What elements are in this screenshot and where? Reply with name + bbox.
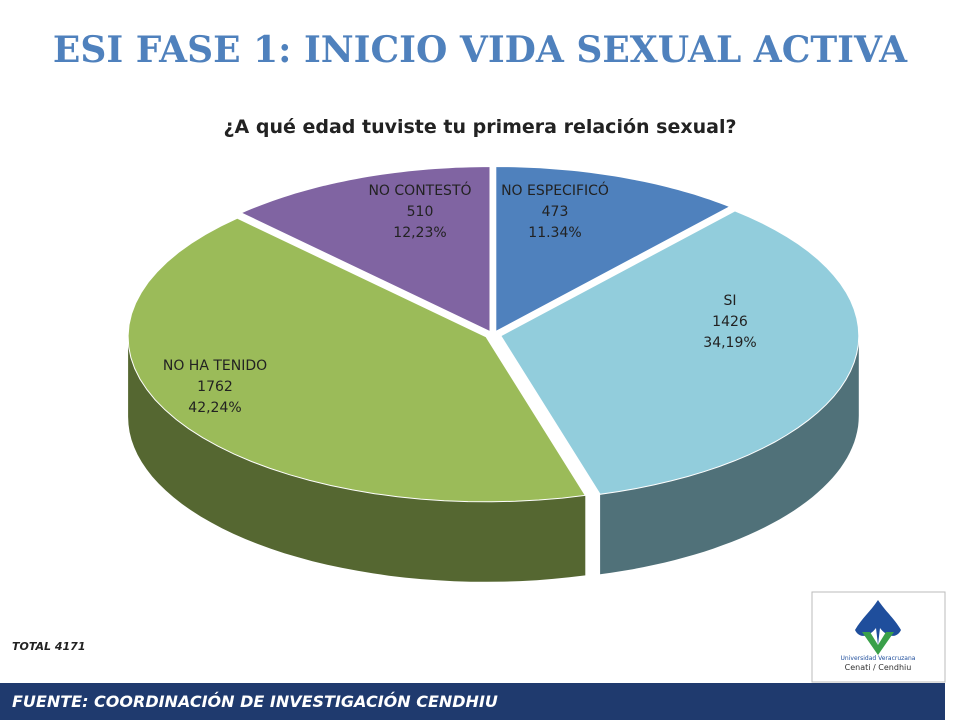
slice-percent: 34,19% — [703, 335, 756, 351]
logo-v — [862, 632, 894, 655]
pie-slice-side — [128, 336, 586, 582]
logo-text: Universidad Veracruzana — [841, 655, 916, 662]
chart-title: ¿A qué edad tuviste tu primera relación … — [224, 116, 737, 138]
slice-value: 1426 — [712, 314, 748, 330]
footer-bar — [0, 683, 945, 720]
slice-value: 1762 — [197, 379, 233, 395]
slice-percent: 12,23% — [393, 225, 446, 241]
pie-slice-side — [600, 335, 859, 575]
pie-slice — [500, 210, 860, 495]
slice-value: 473 — [542, 204, 569, 220]
logo: Universidad Veracruzana Cenati / Cendhiu — [811, 591, 946, 683]
slice-value: 510 — [407, 204, 434, 220]
slice-label: NO HA TENIDO — [163, 358, 267, 374]
pie: NO ESPECIFICÓ 473 11.34% SI 1426 34,19% NO HA … — [127, 165, 860, 582]
slice-label: NO CONTESTÓ — [368, 181, 471, 199]
logo-text: Cenati / Cendhiu — [845, 663, 912, 672]
slice-label: SI — [723, 293, 736, 309]
slice-percent: 11.34% — [528, 225, 581, 241]
slice-label: NO ESPECIFICÓ — [501, 181, 609, 199]
footer-text: FUENTE: COORDINACIÓN DE INVESTIGACIÓN CE… — [12, 692, 498, 711]
total-label: TOTAL 4171 — [12, 640, 85, 653]
slice-percent: 42,24% — [188, 400, 241, 416]
slide-title: ESI FASE 1: INICIO VIDA SEXUAL ACTIVA — [53, 29, 908, 71]
pie-slice — [240, 166, 491, 333]
pie-slice — [495, 165, 731, 333]
pie-slice — [127, 217, 587, 503]
